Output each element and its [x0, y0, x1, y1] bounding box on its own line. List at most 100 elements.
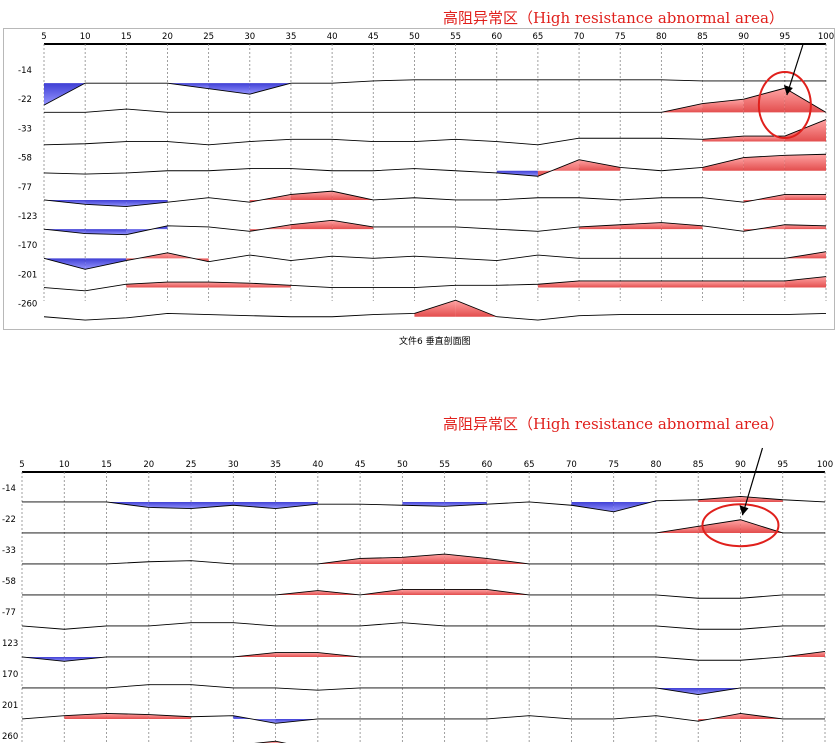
high-resistance-fill — [148, 714, 192, 719]
profile-line-5 — [21, 622, 825, 630]
high-resistance-fill — [661, 222, 703, 230]
anomaly-annotation-bottom: 高阻异常区（High resistance abnormal area） — [443, 415, 784, 433]
profile-line-3 — [22, 553, 825, 565]
y-tick-label: -14 — [2, 484, 16, 494]
x-tick-label: 50 — [409, 32, 420, 42]
high-resistance-fill — [784, 276, 826, 288]
high-resistance-fill — [444, 589, 487, 595]
x-tick-label: 30 — [244, 32, 255, 42]
low-resistance-fill — [233, 501, 276, 509]
high-resistance-fill — [702, 136, 744, 142]
anomaly-circle — [757, 71, 812, 140]
profile-chart-top: 5 10 15 20 25 30 35 40 45 50 55 60 65 70 75 80 85 90 95 100… — [3, 28, 835, 347]
high-resistance-fill — [698, 496, 741, 502]
low-resistance-fill — [85, 199, 127, 207]
anomaly-arrow — [741, 447, 764, 516]
low-resistance-fill — [148, 501, 192, 509]
high-resistance-fill — [208, 282, 250, 288]
x-tick-label: 40 — [327, 32, 338, 42]
low-resistance-fill — [106, 501, 149, 508]
arrow-head — [739, 505, 749, 516]
x-tick-label: 45 — [368, 32, 379, 42]
x-tick-label: 5 — [41, 32, 46, 42]
high-resistance-fill — [743, 280, 785, 288]
y-tick-label: -22 — [2, 515, 16, 525]
high-resistance-fill — [579, 159, 621, 171]
x-tick-label: 95 — [777, 460, 788, 470]
profile-line-2 — [44, 87, 827, 113]
x-tick-label: 10 — [80, 32, 91, 42]
high-resistance-fill — [743, 136, 785, 142]
low-resistance-fill — [85, 229, 127, 235]
profile-line-5 — [43, 190, 826, 207]
y-tick-label: -58 — [18, 154, 32, 164]
profile-chart-bottom: 5 10 15 20 25 30 35 40 45 50 55 60 65 70 75 80 85 90 95 100… — [0, 447, 839, 743]
profile-line-3 — [43, 119, 827, 146]
profile-line-6 — [43, 219, 827, 236]
high-resistance-fill — [784, 119, 826, 142]
x-tick-label: 85 — [697, 32, 708, 42]
x-tick-label: 100 — [818, 32, 834, 42]
x-tick-label: 100 — [817, 460, 833, 470]
x-tick-label: 20 — [162, 32, 173, 42]
x-tick-label: 45 — [355, 460, 366, 470]
y-tick-label: 170 — [2, 670, 18, 680]
x-tick-label: 25 — [186, 460, 197, 470]
low-resistance-fill — [85, 258, 127, 270]
profile-line-8 — [21, 712, 825, 724]
profile-line-9 — [43, 299, 827, 321]
x-tick-label: 95 — [779, 32, 790, 42]
low-resistance-fill — [208, 83, 250, 95]
x-tick-label: 50 — [397, 460, 408, 470]
low-resistance-fill — [613, 500, 656, 512]
high-resistance-fill — [249, 283, 291, 288]
high-resistance-fill — [275, 652, 318, 657]
y-tick-label: -33 — [2, 546, 16, 556]
chart-caption: 文件6 垂直剖面图 — [399, 337, 471, 347]
high-resistance-fill — [126, 282, 168, 288]
high-resistance-fill — [702, 280, 744, 288]
y-tick-label: -170 — [18, 241, 37, 251]
profile-line-2 — [22, 519, 825, 534]
high-resistance-fill — [290, 220, 333, 230]
profile-line-7 — [22, 684, 825, 696]
profile-line-4 — [22, 588, 825, 599]
x-tick-label: 75 — [608, 460, 619, 470]
high-resistance-fill — [743, 88, 785, 113]
y-tick-label: -33 — [18, 124, 32, 134]
low-resistance-fill — [191, 501, 234, 509]
profile-chart-svg-bottom: 5 10 15 20 25 30 35 40 45 50 55 60 65 70 75 80 85 90 95 100… — [2, 447, 833, 743]
high-resistance-fill — [740, 496, 783, 502]
low-resistance-fill — [571, 501, 614, 512]
arrow-head — [783, 85, 793, 96]
x-tick-label: 35 — [270, 460, 281, 470]
high-resistance-fill — [106, 713, 149, 719]
y-tick-label: -14 — [18, 66, 32, 76]
y-tick-label: -77 — [18, 183, 32, 193]
high-resistance-fill — [743, 155, 785, 171]
high-resistance-fill — [290, 191, 333, 200]
y-tick-label: -123 — [18, 212, 37, 222]
x-tick-label: 30 — [228, 460, 239, 470]
high-resistance-fill — [579, 280, 621, 288]
y-tick-label: 260 — [2, 732, 18, 742]
y-tick-label: 123 — [2, 639, 18, 649]
x-tick-label: 55 — [450, 32, 461, 42]
high-resistance-fill — [444, 554, 487, 564]
high-resistance-fill — [579, 224, 621, 230]
y-tick-label: -260 — [18, 300, 37, 310]
high-resistance-fill — [167, 282, 209, 288]
high-resistance-fill — [537, 159, 580, 177]
x-tick-label: 70 — [566, 460, 577, 470]
profile-line-1 — [22, 495, 826, 513]
x-tick-label: 55 — [439, 460, 450, 470]
x-tick-label: 20 — [143, 460, 154, 470]
y-tick-label: -201 — [18, 270, 37, 280]
high-resistance-fill — [414, 300, 456, 317]
high-resistance-fill — [620, 280, 662, 288]
x-tick-label: 80 — [651, 460, 662, 470]
y-tick-label: 201 — [2, 701, 18, 711]
high-resistance-fill — [661, 280, 703, 288]
x-tick-label: 80 — [656, 32, 667, 42]
high-resistance-fill — [402, 589, 445, 595]
